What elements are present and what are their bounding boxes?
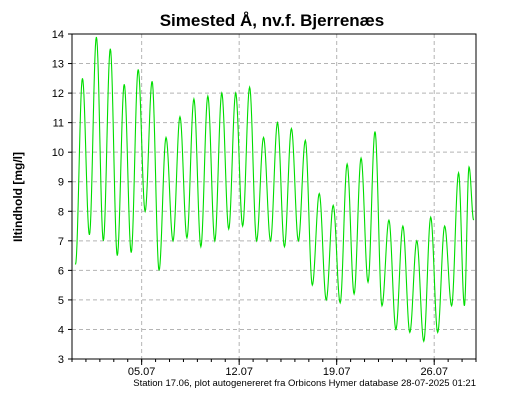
y-tick-label: 7 [58, 236, 64, 248]
series-line [74, 36, 475, 343]
x-tick-label: 26.07 [420, 366, 448, 378]
chart-title: Simested Å, nv.f. Bjerrenæs [160, 11, 385, 30]
y-tick-label: 12 [52, 88, 64, 100]
x-tick-label: 05.07 [128, 366, 156, 378]
y-axis-label: Iltindhold [mg/l] [11, 152, 25, 242]
grid [72, 34, 476, 359]
x-tick-label: 12.07 [225, 366, 253, 378]
y-axis: 3 4 5 6 7 8 9 10 11 12 13 14 [52, 29, 72, 366]
x-axis: 05.07 12.07 19.07 26.07 [71, 359, 477, 378]
y-tick-label: 6 [58, 265, 64, 277]
footer-note: Station 17.06, plot autogenereret fra Or… [133, 378, 476, 389]
y-tick-label: 14 [52, 29, 64, 41]
y-tick-label: 4 [58, 324, 64, 336]
y-tick-label: 3 [58, 354, 64, 366]
y-tick-label: 5 [58, 295, 64, 307]
x-tick-label: 19.07 [323, 366, 351, 378]
plot-frame [71, 33, 477, 360]
y-tick-label: 8 [58, 206, 64, 218]
y-tick-label: 10 [52, 147, 64, 159]
y-tick-label: 11 [53, 118, 64, 130]
y-tick-label: 13 [52, 59, 64, 71]
y-tick-label: 9 [58, 177, 64, 189]
